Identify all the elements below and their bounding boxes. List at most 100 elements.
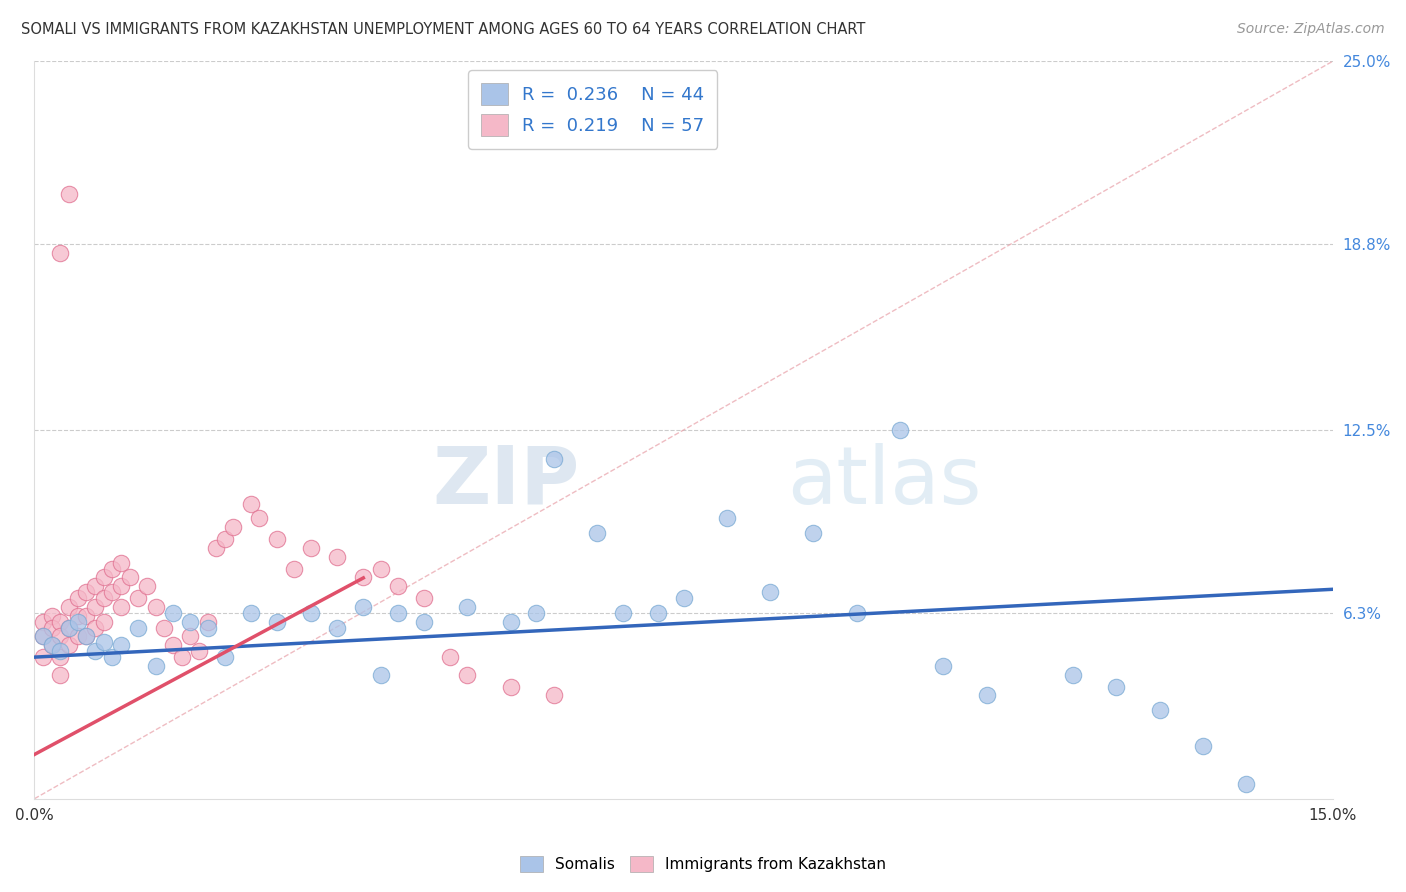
- Point: [58, 599, 80, 614]
- Point: [239, 606, 262, 620]
- Point: [58, 621, 80, 635]
- Point: [1062, 668, 1084, 682]
- Point: [370, 668, 392, 682]
- Point: [58, 186, 80, 201]
- Point: [387, 579, 409, 593]
- Point: [32, 630, 55, 644]
- Point: [1105, 680, 1128, 694]
- Point: [439, 650, 461, 665]
- Point: [93, 570, 115, 584]
- Point: [205, 541, 228, 555]
- Point: [222, 520, 245, 534]
- Point: [499, 615, 522, 629]
- Point: [66, 608, 89, 623]
- Point: [976, 689, 998, 703]
- Point: [326, 621, 349, 635]
- Point: [266, 532, 288, 546]
- Point: [413, 615, 436, 629]
- Point: [49, 644, 72, 658]
- Point: [66, 615, 89, 629]
- Point: [110, 638, 132, 652]
- Point: [387, 606, 409, 620]
- Point: [49, 630, 72, 644]
- Point: [299, 541, 322, 555]
- Point: [499, 680, 522, 694]
- Point: [179, 615, 201, 629]
- Point: [526, 606, 548, 620]
- Point: [197, 621, 219, 635]
- Point: [612, 606, 634, 620]
- Point: [170, 650, 193, 665]
- Point: [932, 659, 955, 673]
- Point: [1192, 739, 1215, 753]
- Point: [110, 556, 132, 570]
- Point: [249, 511, 271, 525]
- Point: [84, 599, 107, 614]
- Point: [326, 549, 349, 564]
- Point: [145, 659, 167, 673]
- Point: [352, 599, 374, 614]
- Point: [84, 644, 107, 658]
- Point: [110, 579, 132, 593]
- Point: [543, 689, 565, 703]
- Point: [49, 650, 72, 665]
- Point: [32, 630, 55, 644]
- Point: [586, 526, 609, 541]
- Legend: Somalis, Immigrants from Kazakhstan: Somalis, Immigrants from Kazakhstan: [512, 848, 894, 880]
- Point: [75, 630, 97, 644]
- Point: [66, 591, 89, 606]
- Point: [75, 608, 97, 623]
- Point: [58, 621, 80, 635]
- Point: [803, 526, 825, 541]
- Point: [75, 630, 97, 644]
- Point: [58, 638, 80, 652]
- Point: [127, 591, 149, 606]
- Point: [101, 585, 124, 599]
- Point: [1149, 703, 1171, 717]
- Point: [41, 638, 63, 652]
- Point: [543, 452, 565, 467]
- Point: [127, 621, 149, 635]
- Point: [197, 615, 219, 629]
- Point: [456, 668, 478, 682]
- Point: [456, 599, 478, 614]
- Point: [49, 615, 72, 629]
- Point: [66, 630, 89, 644]
- Point: [135, 579, 157, 593]
- Point: [370, 561, 392, 575]
- Point: [1234, 777, 1257, 791]
- Point: [299, 606, 322, 620]
- Point: [214, 532, 236, 546]
- Point: [239, 497, 262, 511]
- Point: [93, 615, 115, 629]
- Point: [716, 511, 738, 525]
- Point: [845, 606, 868, 620]
- Point: [32, 615, 55, 629]
- Text: SOMALI VS IMMIGRANTS FROM KAZAKHSTAN UNEMPLOYMENT AMONG AGES 60 TO 64 YEARS CORR: SOMALI VS IMMIGRANTS FROM KAZAKHSTAN UNE…: [21, 22, 866, 37]
- Point: [32, 650, 55, 665]
- Point: [283, 561, 305, 575]
- Point: [672, 591, 695, 606]
- Point: [84, 621, 107, 635]
- Point: [118, 570, 141, 584]
- Point: [41, 621, 63, 635]
- Point: [153, 621, 176, 635]
- Point: [266, 615, 288, 629]
- Point: [889, 423, 911, 437]
- Point: [49, 668, 72, 682]
- Point: [93, 591, 115, 606]
- Point: [759, 585, 782, 599]
- Legend: R =  0.236    N = 44, R =  0.219    N = 57: R = 0.236 N = 44, R = 0.219 N = 57: [468, 70, 717, 149]
- Point: [179, 630, 201, 644]
- Point: [110, 599, 132, 614]
- Point: [93, 635, 115, 649]
- Point: [187, 644, 209, 658]
- Point: [41, 608, 63, 623]
- Point: [101, 650, 124, 665]
- Text: Source: ZipAtlas.com: Source: ZipAtlas.com: [1237, 22, 1385, 37]
- Text: atlas: atlas: [787, 442, 981, 521]
- Text: ZIP: ZIP: [433, 442, 579, 521]
- Point: [75, 585, 97, 599]
- Point: [49, 246, 72, 260]
- Point: [214, 650, 236, 665]
